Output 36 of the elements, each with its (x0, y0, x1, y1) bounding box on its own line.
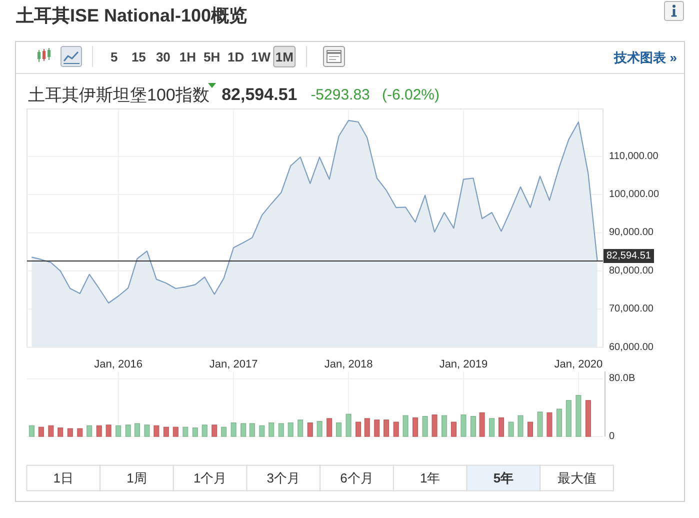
y-tick-label: 80.0B (609, 373, 636, 384)
x-tick-label: Jan, 2019 (439, 358, 488, 370)
toolbar-button-label: 5H (204, 50, 220, 64)
annotation: (-6.02%) (382, 86, 440, 104)
y-tick-label: 0 (609, 431, 615, 442)
toolbar-button-label: 1M (275, 50, 294, 64)
annotation: 技术图表 » (614, 50, 677, 65)
x-tick-label: Jan, 2017 (209, 358, 258, 370)
x-tick-label: Jan, 2020 (554, 358, 603, 370)
range-tab-label: 6个月 (340, 470, 374, 486)
range-tab-label: 1日 (53, 470, 74, 486)
annotation: -5293.83 (310, 86, 370, 104)
toolbar-button-label: 1W (251, 50, 271, 64)
toolbar-button-label: 5 (110, 50, 118, 64)
y-tick-label: 100,000.00 (609, 189, 660, 200)
toolbar-button-label: 1H (179, 50, 196, 64)
toolbar-button-label: 1D (228, 50, 244, 64)
range-tab-label: 最大值 (557, 470, 596, 486)
y-tick-label: 80,000.00 (609, 265, 654, 276)
ref-label: 82,594.51 (606, 250, 651, 262)
title: 土耳其ISE National-100概览 (16, 6, 248, 26)
range-tab-label: 3个月 (266, 470, 300, 486)
range-tab-label: 1年 (420, 470, 440, 486)
range-tab-label: 1个月 (193, 470, 227, 486)
y-tick-label: 70,000.00 (609, 304, 654, 315)
toolbar-button-label: 15 (131, 50, 146, 64)
subtitle: 土耳其伊斯坦堡100指数 (28, 86, 210, 104)
x-tick-label: Jan, 2016 (94, 358, 142, 370)
range-tab-label: 5年 (493, 470, 514, 486)
y-tick-label: 110,000.00 (609, 150, 658, 162)
range-tab-label: 1周 (126, 470, 147, 486)
x-tick-label: Jan, 2018 (324, 358, 373, 370)
y-tick-label: 90,000.00 (609, 227, 654, 238)
y-tick-label: 60,000.00 (609, 342, 654, 353)
toolbar-button-label: 30 (156, 50, 170, 64)
annotation: 82,594.51 (222, 85, 298, 104)
